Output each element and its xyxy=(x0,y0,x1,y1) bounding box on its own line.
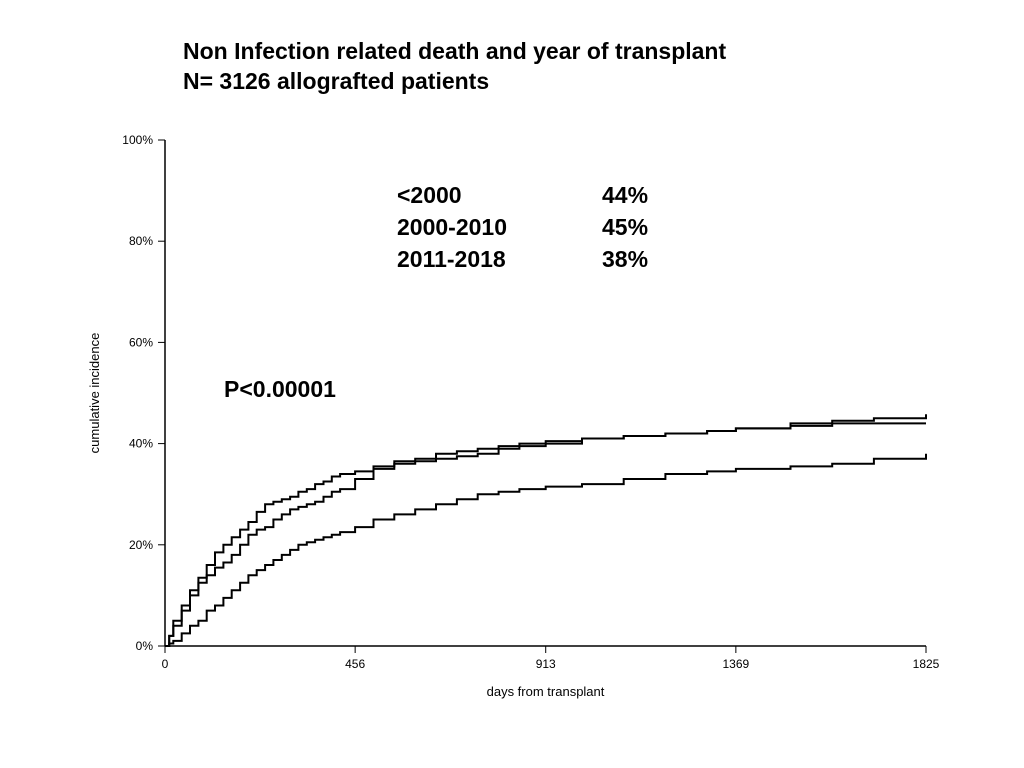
chart-title: Non Infection related death and year of … xyxy=(183,38,727,64)
p-value-annotation: P<0.00001 xyxy=(224,376,336,402)
chart-title-block: Non Infection related death and year of … xyxy=(183,36,726,96)
legend-series-value: 44% xyxy=(602,182,648,208)
x-axis-title: days from transplant xyxy=(487,684,605,699)
y-tick-label: 60% xyxy=(129,335,153,349)
x-tick-label: 913 xyxy=(536,657,556,671)
legend-series-name: <2000 xyxy=(397,182,462,208)
series-lines xyxy=(165,414,927,647)
y-axis-title: cumulative incidence xyxy=(87,333,102,454)
series-line-1 xyxy=(165,422,926,647)
y-tick-label: 0% xyxy=(136,639,154,653)
series-line-3 xyxy=(165,453,927,647)
y-tick-label: 40% xyxy=(129,437,153,451)
x-tick-label: 1825 xyxy=(913,657,940,671)
y-tick-label: 80% xyxy=(129,234,153,248)
series-line-2 xyxy=(165,414,927,647)
x-tick-label: 1369 xyxy=(723,657,750,671)
x-tick-label: 0 xyxy=(162,657,169,671)
legend-series-name: 2000-2010 xyxy=(397,214,507,240)
axes: 0% 20% 40% 60% 80% 100% 0 456 913 1369 1825 days fr… xyxy=(87,133,940,699)
legend-series-value: 45% xyxy=(602,214,648,240)
x-tick-label: 456 xyxy=(345,657,365,671)
y-tick-label: 20% xyxy=(129,538,153,552)
y-tick-label: 100% xyxy=(122,133,153,147)
chart-subtitle: N= 3126 allografted patients xyxy=(183,68,490,94)
legend-series-name: 2011-2018 xyxy=(397,246,506,272)
legend: <2000 44% 2000-2010 45% 2011-2018 38% xyxy=(397,182,648,272)
legend-series-value: 38% xyxy=(602,246,648,272)
annotations: P<0.00001 xyxy=(224,376,336,402)
